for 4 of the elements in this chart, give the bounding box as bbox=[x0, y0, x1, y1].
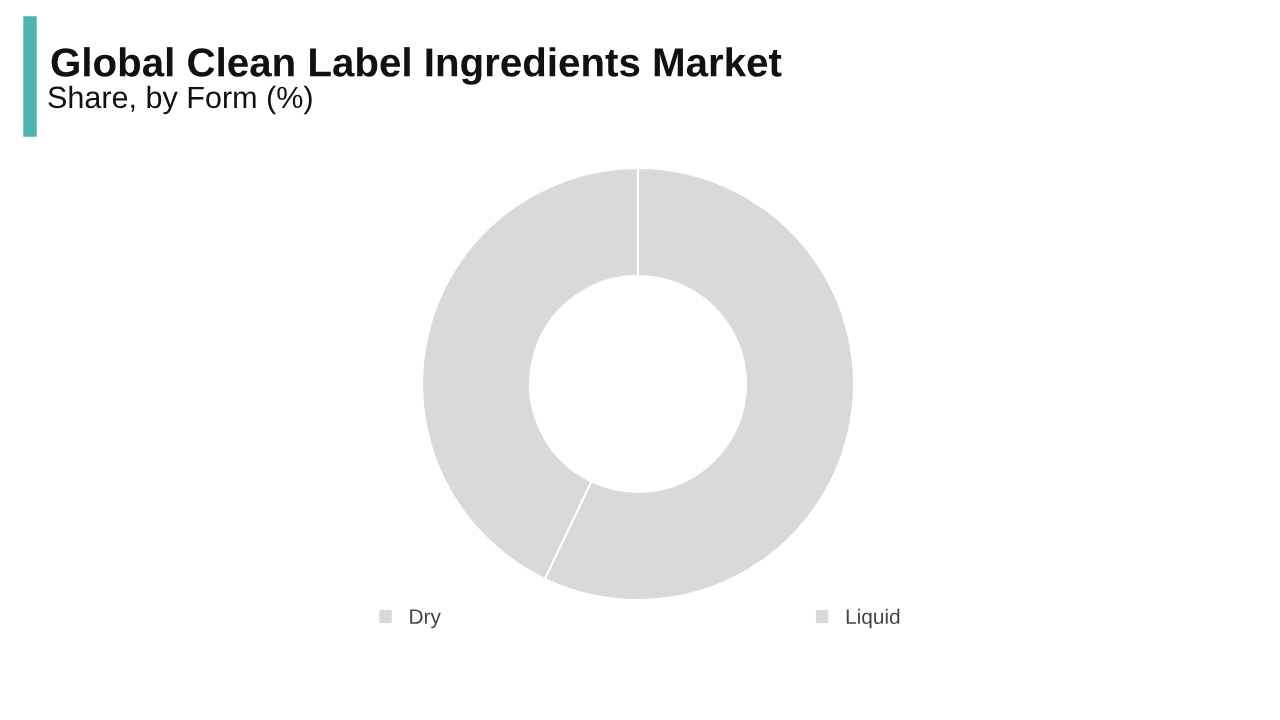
chart-title: Global Clean Label Ingredients Market bbox=[51, 47, 782, 85]
legend-label: Liquid bbox=[846, 608, 900, 629]
legend-label: Dry bbox=[410, 609, 441, 629]
chart-subtitle: Share, by Form (%) bbox=[48, 85, 312, 115]
